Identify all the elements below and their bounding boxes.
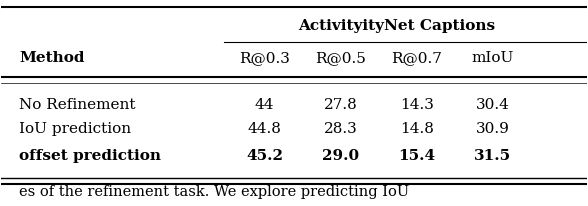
Text: Method: Method	[19, 51, 85, 65]
Text: offset prediction: offset prediction	[19, 149, 161, 163]
Text: 28.3: 28.3	[324, 122, 358, 136]
Text: 14.3: 14.3	[400, 98, 434, 112]
Text: 31.5: 31.5	[475, 149, 512, 163]
Text: IoU prediction: IoU prediction	[19, 122, 131, 136]
Text: es of the refinement task. We explore predicting IoU: es of the refinement task. We explore pr…	[19, 185, 409, 199]
Text: mIoU: mIoU	[472, 51, 514, 65]
Text: R@0.3: R@0.3	[239, 51, 290, 65]
Text: No Refinement: No Refinement	[19, 98, 135, 112]
Text: 15.4: 15.4	[398, 149, 436, 163]
Text: R@0.7: R@0.7	[392, 51, 442, 65]
Text: ActivityityNet Captions: ActivityityNet Captions	[298, 19, 495, 33]
Text: 30.4: 30.4	[476, 98, 510, 112]
Text: 29.0: 29.0	[322, 149, 359, 163]
Text: 44: 44	[255, 98, 275, 112]
Text: 27.8: 27.8	[324, 98, 358, 112]
Text: 30.9: 30.9	[476, 122, 510, 136]
Text: 45.2: 45.2	[246, 149, 283, 163]
Text: 44.8: 44.8	[248, 122, 282, 136]
Text: 14.8: 14.8	[400, 122, 434, 136]
Text: R@0.5: R@0.5	[315, 51, 366, 65]
